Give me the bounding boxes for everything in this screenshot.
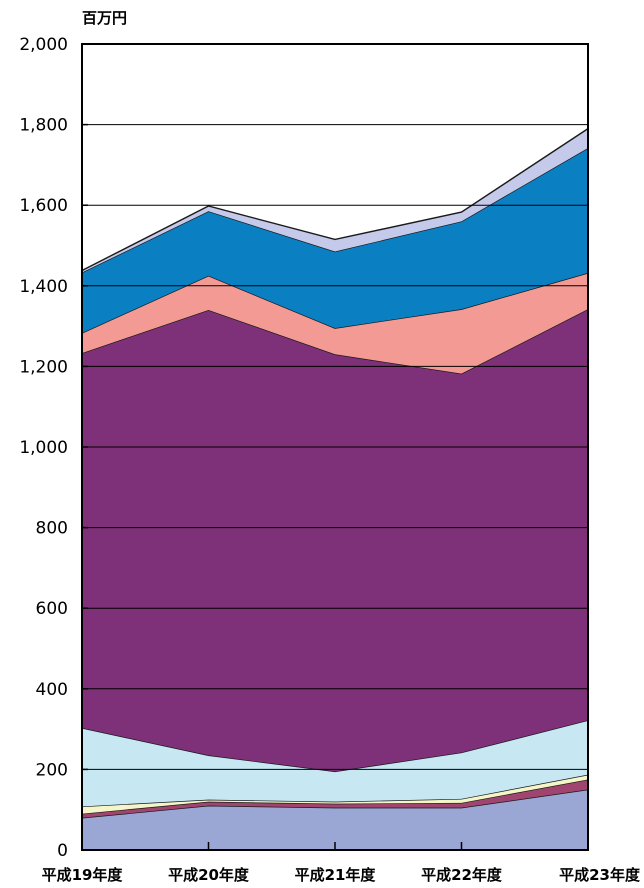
area-series-8-edge (81, 128, 589, 272)
y-axis: 0 200 400 600 800 1,000 1,200 1,400 1,600 1,800 2,… (19, 35, 88, 861)
x-category-label: 平成23年度 (559, 866, 641, 884)
area-series-5 (82, 309, 588, 772)
x-category-label: 平成20年度 (168, 866, 250, 884)
y-axis-unit-label: 百万円 (82, 9, 127, 27)
area-series-1 (82, 789, 588, 850)
x-category-label: 平成19年度 (42, 866, 124, 884)
y-tick-label: 1,400 (19, 277, 68, 297)
area-series-6 (82, 272, 588, 374)
area-series-4 (82, 720, 588, 807)
y-tick-label: 1,200 (19, 357, 68, 377)
area-series-7 (82, 147, 588, 333)
y-tick-label: 0 (57, 841, 68, 861)
y-tick-label: 1,600 (19, 196, 68, 216)
y-tick-label: 400 (36, 680, 68, 700)
gridlines (82, 124, 588, 770)
y-tick-label: 600 (36, 599, 68, 619)
area-series-8 (82, 128, 588, 273)
y-tick-label: 1,000 (19, 438, 68, 458)
x-category-label: 平成21年度 (295, 866, 377, 884)
area-series-group (81, 128, 589, 850)
x-category-label: 平成22年度 (421, 866, 503, 884)
y-tick-label: 2,000 (19, 35, 68, 55)
y-tick-label: 800 (36, 519, 68, 539)
y-tick-label: 200 (36, 760, 68, 780)
y-tick-label: 1,800 (19, 116, 68, 136)
x-axis: 平成19年度 平成20年度 平成21年度 平成22年度 平成23年度 (42, 842, 641, 884)
